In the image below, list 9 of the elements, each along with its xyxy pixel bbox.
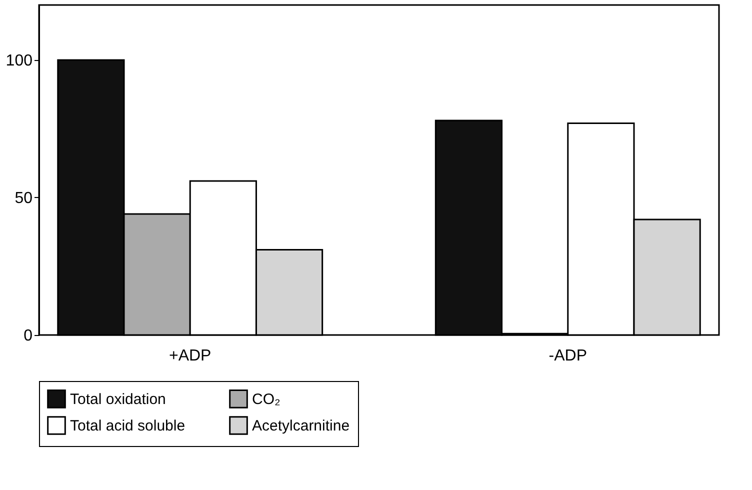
y-tick-label: 50 xyxy=(14,190,33,207)
y-tick-label: 0 xyxy=(24,328,33,344)
y-tick-label: 100 xyxy=(6,52,33,70)
legend-label: Acetylcarnitine xyxy=(252,418,350,434)
legend-label: CO₂ xyxy=(252,390,280,408)
x-tick-label: +ADP xyxy=(168,348,212,364)
legend-label: Total acid soluble xyxy=(70,418,186,434)
x-tick-label: -ADP xyxy=(548,348,588,364)
legend-label: Total oxidation xyxy=(70,390,166,408)
